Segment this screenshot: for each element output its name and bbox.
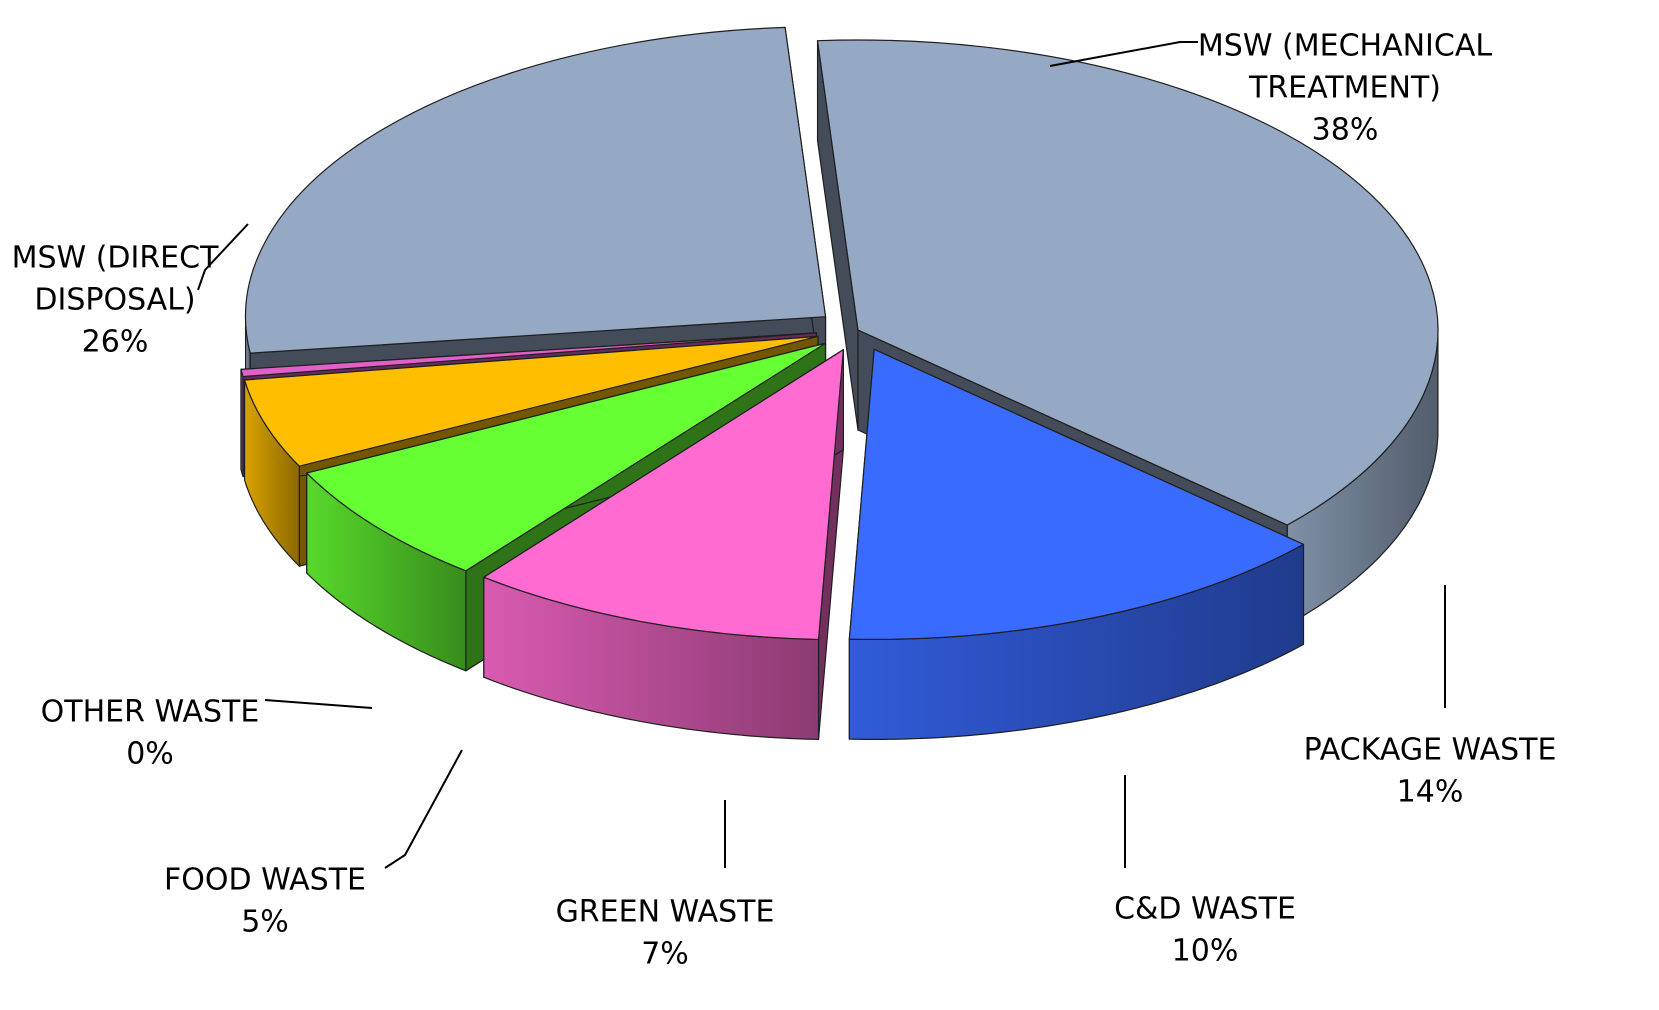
slice-label-food-waste: FOOD WASTE — [164, 863, 366, 898]
slice-label-msw-mechanical-treatment: MSW (MECHANICAL — [1198, 29, 1492, 64]
slice-percent-msw-mechanical-treatment: 38% — [1312, 113, 1379, 148]
slice-label-green-waste: GREEN WASTE — [556, 895, 775, 930]
slice-outer-wall — [240, 368, 244, 478]
slice-c-d-waste — [483, 349, 844, 741]
leader-line-food-waste — [384, 749, 463, 869]
slice-top-face — [848, 348, 1305, 640]
slice-top-face — [483, 349, 844, 641]
slice-percent-c-d-waste: 10% — [1172, 934, 1239, 969]
leader-line-msw-mechanical-treatment — [1049, 41, 1198, 67]
slice-label-msw-mechanical-treatment: TREATMENT) — [1248, 71, 1441, 106]
slice-percent-other-waste: 0% — [126, 737, 174, 772]
slice-top-face — [243, 335, 819, 467]
slice-label-c-d-waste: C&D WASTE — [1114, 892, 1296, 927]
slice-percent-package-waste: 14% — [1397, 775, 1464, 810]
leader-line-msw-direct-disposal — [197, 223, 249, 291]
slice-percent-food-waste: 5% — [241, 905, 289, 940]
slice-top-face — [306, 342, 827, 572]
slice-label-msw-direct-disposal: DISPOSAL) — [34, 283, 195, 318]
slice-label-other-waste: OTHER WASTE — [41, 695, 260, 730]
slice-top-face — [244, 26, 827, 354]
slice-top-face — [816, 39, 1439, 526]
slice-percent-msw-direct-disposal: 26% — [82, 325, 149, 360]
slice-label-package-waste: PACKAGE WASTE — [1304, 733, 1557, 768]
slice-label-msw-direct-disposal: MSW (DIRECT — [12, 241, 220, 276]
slice-percent-green-waste: 7% — [641, 937, 689, 972]
slice-package-waste — [848, 348, 1305, 740]
leader-line-other-waste — [264, 699, 373, 709]
slice-top-face — [240, 332, 818, 378]
